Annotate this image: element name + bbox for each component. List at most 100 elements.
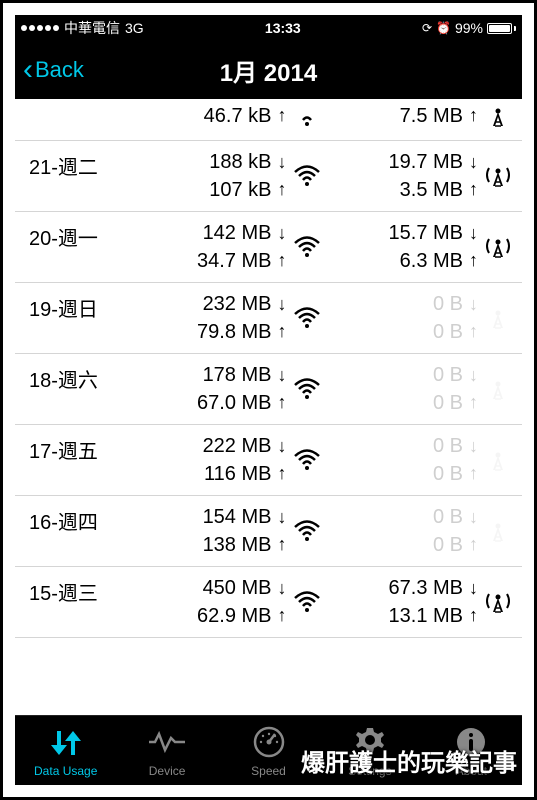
wifi-usage: 222 MB 116 MB ↓ ↑ [129,433,321,487]
wifi-up-value: 116 MB [204,461,271,487]
cell-tower-icon [484,306,512,330]
cellular-usage: 67.3 MB 13.1 MB ↓ ↑ [321,575,513,629]
tab-label: Speed [251,764,286,778]
wifi-up-value: 107 kB [209,177,271,203]
cell-up-value: 6.3 MB [400,248,463,274]
status-bar: 中華電信 3G 13:33 ⟳ ⏰ 99% [15,15,522,41]
arrow-up-icon: ↑ [278,462,287,485]
usage-row[interactable]: 18-週六 178 MB 67.0 MB ↓ ↑ 0 B 0 B ↓ ↑ [15,354,522,425]
cellular-usage: 0 B 0 B ↓ ↑ [321,362,513,416]
usage-row[interactable]: 19-週日 232 MB 79.8 MB ↓ ↑ 0 B 0 B ↓ ↑ [15,283,522,354]
cell-tower-icon [484,104,512,128]
arrow-up-icon: ↑ [278,178,287,201]
wifi-down-value: 232 MB [203,291,272,317]
arrow-down-icon: ↓ [469,222,478,245]
arrow-up-icon: ↑ [278,391,287,414]
wifi-up-value: 138 MB [203,532,272,558]
arrow-up-icon: ↑ [278,604,287,627]
date-label: 17-週五 [29,433,129,487]
arrow-down-icon: ↓ [278,293,287,316]
tab-label: Data Usage [34,764,97,778]
wifi-down-value: 450 MB [203,575,272,601]
date-label: 16-週四 [29,504,129,558]
usage-list[interactable]: 46.7 kB ↑ 7.5 MB ↑ 21-週 [15,99,522,715]
back-button[interactable]: ‹ Back [23,55,84,85]
watermark-text: 爆肝護士的玩樂記事 [301,743,517,778]
usage-row[interactable]: 21-週二 188 kB 107 kB ↓ ↑ 19.7 MB 3.5 MB ↓… [15,141,522,212]
usage-row[interactable]: 17-週五 222 MB 116 MB ↓ ↑ 0 B 0 B ↓ ↑ [15,425,522,496]
cell-up-value: 0 B [433,390,463,416]
cell-down-value: 67.3 MB [389,575,463,601]
alarm-icon: ⏰ [436,21,451,35]
usage-row[interactable]: 15-週三 450 MB 62.9 MB ↓ ↑ 67.3 MB 13.1 MB… [15,567,522,638]
cell-tower-icon [484,235,512,259]
usage-row[interactable]: 20-週一 142 MB 34.7 MB ↓ ↑ 15.7 MB 6.3 MB … [15,212,522,283]
cellular-usage: 0 B 0 B ↓ ↑ [321,291,513,345]
arrow-up-icon: ↑ [469,320,478,343]
wifi-icon [293,307,321,329]
wifi-usage: 46.7 kB ↑ [129,99,321,132]
status-time: 13:33 [144,20,422,36]
wifi-usage: 142 MB 34.7 MB ↓ ↑ [129,220,321,274]
cell-up-value: 3.5 MB [400,177,463,203]
cell-down-value: 15.7 MB [389,220,463,246]
wifi-up-value: 34.7 MB [197,248,271,274]
chevron-left-icon: ‹ [23,55,33,85]
date-label: 18-週六 [29,362,129,416]
carrier-label: 中華電信 [64,18,120,38]
wifi-usage: 450 MB 62.9 MB ↓ ↑ [129,575,321,629]
arrow-up-icon: ↑ [469,462,478,485]
cellular-usage: 15.7 MB 6.3 MB ↓ ↑ [321,220,513,274]
cellular-usage: 0 B 0 B ↓ ↑ [321,504,513,558]
arrow-up-icon: ↑ [278,104,287,127]
arrow-up-icon: ↑ [469,249,478,272]
cell-up-value: 0 B [433,461,463,487]
battery-icon [487,23,516,34]
arrow-down-icon: ↓ [278,435,287,458]
battery-percent: 99% [455,20,483,36]
arrow-up-icon: ↑ [278,533,287,556]
cell-up-value: 7.5 MB [400,103,463,129]
arrow-down-icon: ↓ [278,577,287,600]
wifi-down-value: 222 MB [203,433,272,459]
wifi-usage: 154 MB 138 MB ↓ ↑ [129,504,321,558]
tab-data[interactable]: Data Usage [15,716,116,785]
back-label: Back [35,57,84,83]
cellular-usage: 19.7 MB 3.5 MB ↓ ↑ [321,149,513,203]
wifi-down-value: 154 MB [203,504,272,530]
wifi-down-value: 178 MB [203,362,272,388]
wifi-up-value: 67.0 MB [197,390,271,416]
wifi-down-value: 142 MB [203,220,272,246]
wifi-icon [293,449,321,471]
cell-tower-icon [484,590,512,614]
usage-row[interactable]: 16-週四 154 MB 138 MB ↓ ↑ 0 B 0 B ↓ ↑ [15,496,522,567]
wifi-icon [293,520,321,542]
wifi-usage: 188 kB 107 kB ↓ ↑ [129,149,321,203]
device-icon [147,724,187,760]
signal-strength-icon [21,25,59,31]
page-title: 1月 2014 [15,53,522,88]
network-type-label: 3G [125,20,144,36]
wifi-down-value: 188 kB [209,149,271,175]
arrow-down-icon: ↓ [278,506,287,529]
cellular-usage: 7.5 MB ↑ [321,99,513,132]
cellular-usage: 0 B 0 B ↓ ↑ [321,433,513,487]
tab-label: Device [149,764,186,778]
cell-up-value: 13.1 MB [389,603,463,629]
arrow-down-icon: ↓ [469,435,478,458]
cell-tower-icon [484,377,512,401]
nav-bar: ‹ Back 1月 2014 [15,41,522,99]
usage-row[interactable]: 46.7 kB ↑ 7.5 MB ↑ [15,99,522,141]
arrow-up-icon: ↑ [469,533,478,556]
cell-up-value: 0 B [433,319,463,345]
arrow-down-icon: ↓ [278,151,287,174]
orientation-lock-icon: ⟳ [422,21,432,35]
cell-tower-icon [484,448,512,472]
arrow-up-icon: ↑ [278,249,287,272]
arrow-down-icon: ↓ [469,506,478,529]
wifi-icon [293,165,321,187]
wifi-up-value: 62.9 MB [197,603,271,629]
arrow-down-icon: ↓ [469,577,478,600]
tab-device[interactable]: Device [116,716,217,785]
wifi-up-value: 46.7 kB [204,103,272,129]
